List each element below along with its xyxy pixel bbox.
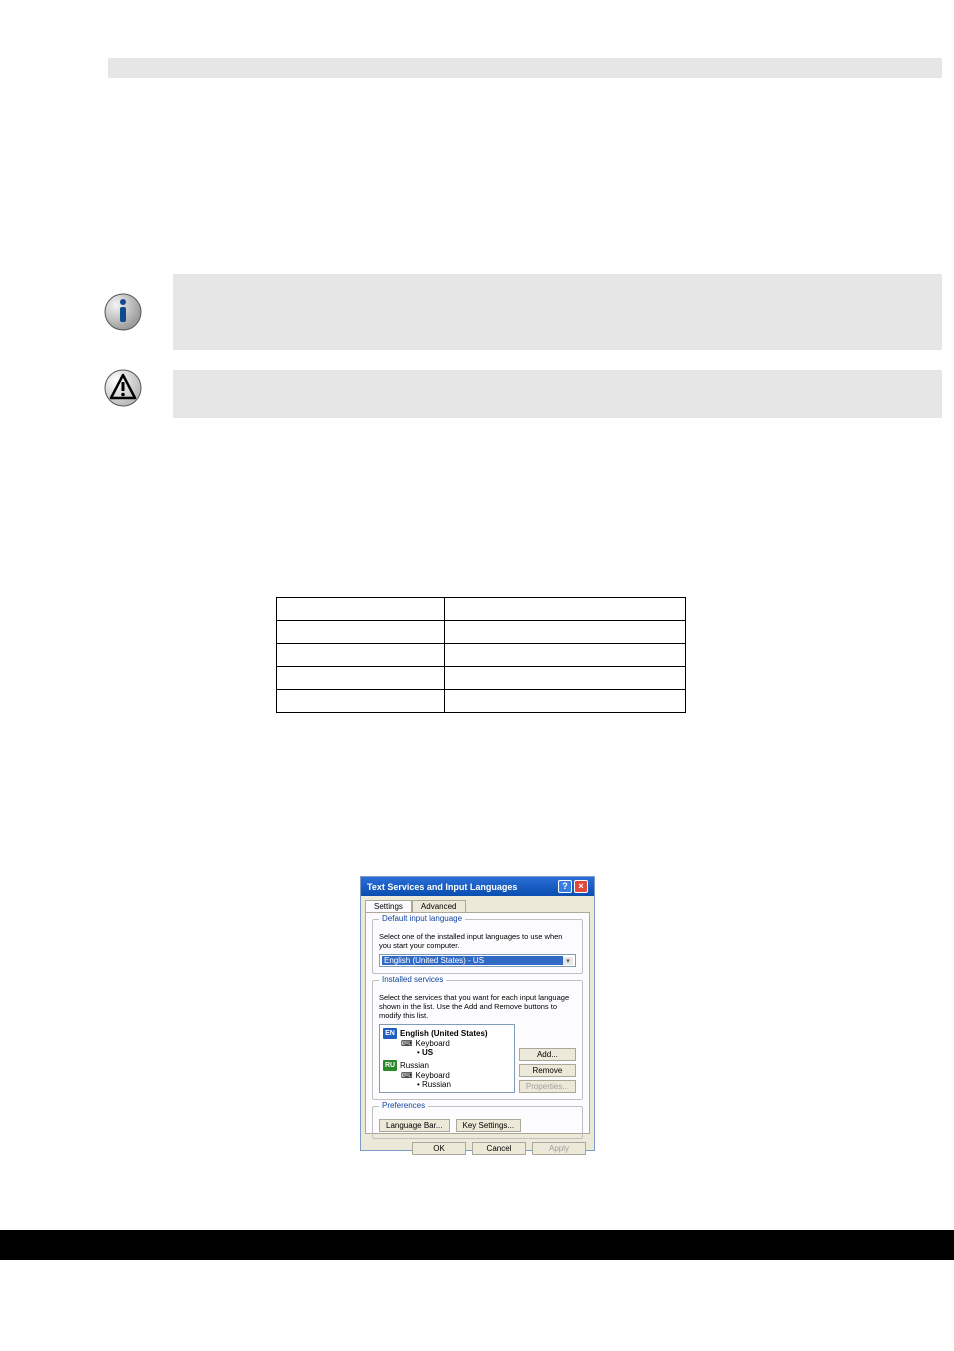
block-1: Touch the Reset to factory settings butt…: [150, 120, 930, 191]
title-buttons: ? ×: [558, 880, 588, 893]
lang-cell: Simplified Chinese: [445, 667, 686, 690]
remove-button[interactable]: Remove: [519, 1064, 576, 1077]
section-p1: The supplied HMI device is always delive…: [175, 513, 954, 529]
tree-lang-ru[interactable]: RU Russian: [383, 1060, 511, 1071]
footer-text: Trusted Computer Solutions — Confidentia…: [0, 1230, 231, 1244]
section-sub: Setting the operating system language, k…: [175, 481, 954, 495]
section-heading: Localizing the operating system (Windows…: [175, 450, 954, 471]
lang-cell: Japanese: [445, 621, 686, 644]
language-bar-button[interactable]: Language Bar...: [379, 1119, 450, 1132]
group-preferences-title: Preferences: [379, 1101, 428, 1110]
block-2-list: Wait for the device to restart.: [150, 232, 930, 248]
tabs: Settings Advanced: [365, 900, 594, 912]
dialog-bottom-buttons: OK Cancel Apply: [361, 1138, 594, 1159]
tab-settings[interactable]: Settings: [365, 900, 412, 912]
page: Security and operation Touch the Reset t…: [0, 0, 954, 60]
text-services-dialog: Text Services and Input Languages ? × Se…: [360, 876, 595, 1151]
step-1: Open the Control Panel and select Region…: [150, 757, 670, 773]
warning-box: The administrator password is not reset.…: [173, 370, 942, 418]
header-band: Security and operation: [108, 58, 942, 78]
lang-cell: Spanish: [277, 644, 445, 667]
bullet-reset-factory: Touch the Reset to factory settings butt…: [150, 120, 930, 136]
tree-en-layout[interactable]: • US: [417, 1048, 511, 1057]
tree-ru-keyboard[interactable]: Keyboard: [401, 1071, 511, 1080]
lang-cell: Traditional Chinese: [445, 690, 686, 713]
info-item-2: The current calibration data is retained…: [195, 322, 930, 338]
add-button[interactable]: Add...: [519, 1048, 576, 1061]
side-buttons: Add... Remove Properties...: [519, 1024, 576, 1093]
group-installed-services-title: Installed services: [379, 975, 446, 984]
group-installed-services-desc: Select the services that you want for ea…: [379, 993, 576, 1020]
chevron-down-icon: ▾: [563, 957, 573, 965]
info-icon: [103, 292, 143, 332]
tree-ru-layout[interactable]: • Russian: [417, 1080, 511, 1089]
lang-cell: Korean: [445, 644, 686, 667]
ok-button[interactable]: OK: [412, 1142, 466, 1155]
block-2: Wait for the device to restart.: [150, 232, 930, 254]
bullet-wait-restart: Wait for the device to restart.: [150, 232, 930, 248]
lang-cell: Italian: [277, 667, 445, 690]
section-heading-wrap: Localizing the operating system (Windows…: [175, 450, 954, 557]
en-badge-icon: EN: [383, 1028, 397, 1039]
warning-icon: [103, 368, 143, 408]
group-installed-services: Installed services Select the services t…: [372, 980, 583, 1100]
section-p2-lead: You can also set up the following langua…: [175, 543, 954, 557]
services-tree[interactable]: EN English (United States) Keyboard • US…: [379, 1024, 515, 1093]
help-button[interactable]: ?: [558, 880, 572, 893]
procedure-heading-wrap: Procedure - Setting up additional keyboa…: [108, 732, 423, 747]
warning-text: The administrator password is not reset.…: [185, 380, 877, 408]
info-box-lead: Note the following results:: [195, 282, 930, 296]
properties-button[interactable]: Properties...: [519, 1080, 576, 1093]
dialog-titlebar[interactable]: Text Services and Input Languages ? ×: [361, 877, 594, 896]
tree-lang-ru-label: Russian: [400, 1061, 429, 1070]
dialog-title: Text Services and Input Languages: [367, 882, 517, 892]
services-box: EN English (United States) Keyboard • US…: [379, 1024, 576, 1093]
group-default-language-desc: Select one of the installed input langua…: [379, 932, 576, 950]
default-language-selected: English (United States) - US: [382, 956, 563, 965]
bullet-confirm-ok: Then touch the OK button to confirm the …: [150, 142, 930, 158]
section-number: 4.4: [108, 450, 133, 471]
cancel-button[interactable]: Cancel: [472, 1142, 526, 1155]
group-default-language: Default input language Select one of the…: [372, 919, 583, 974]
table-row: French Japanese: [277, 621, 686, 644]
tree-en-keyboard[interactable]: Keyboard: [401, 1039, 511, 1048]
procedure-steps: Open the Control Panel and select Region…: [150, 757, 670, 846]
lang-cell: German: [277, 598, 445, 621]
info-box-list: The device parameters are reset to the f…: [195, 302, 930, 338]
note-restart: After the factory settings are restored,…: [154, 174, 930, 190]
tree-lang-en-label: English (United States): [400, 1029, 488, 1038]
step-4: Afterwards you can change the keyboard w…: [150, 824, 670, 840]
tree-lang-en[interactable]: EN English (United States): [383, 1028, 511, 1039]
group-default-language-title: Default input language: [379, 914, 465, 923]
close-button[interactable]: ×: [574, 880, 588, 893]
table-row: German Russian: [277, 598, 686, 621]
tab-advanced[interactable]: Advanced: [412, 900, 466, 912]
info-box: Note the following results: The device p…: [173, 274, 942, 350]
lang-cell: Russian: [445, 598, 686, 621]
tab-body: Default input language Select one of the…: [365, 912, 590, 1134]
lang-cell: French: [277, 621, 445, 644]
ru-badge-icon: RU: [383, 1060, 397, 1071]
default-language-combo[interactable]: English (United States) - US ▾: [379, 954, 576, 967]
header-band-text: Security and operation: [108, 58, 228, 72]
footer-band: Trusted Computer Solutions — Confidentia…: [0, 1230, 954, 1260]
apply-button[interactable]: Apply: [532, 1142, 586, 1155]
language-table: German Russian French Japanese Spanish K…: [276, 597, 686, 713]
procedure-heading: Procedure - Setting up additional keyboa…: [108, 732, 423, 747]
info-item-1: The device parameters are reset to the f…: [195, 302, 930, 318]
group-preferences: Preferences Language Bar... Key Settings…: [372, 1106, 583, 1139]
block-1-list: Touch the Reset to factory settings butt…: [150, 120, 930, 158]
key-settings-button[interactable]: Key Settings...: [456, 1119, 522, 1132]
lang-cell: Portuguese: [277, 690, 445, 713]
table-row: Italian Simplified Chinese: [277, 667, 686, 690]
prefs-row: Language Bar... Key Settings...: [379, 1119, 576, 1132]
table-row: Spanish Korean: [277, 644, 686, 667]
step-3: Under Add, select the keyboard you want …: [150, 801, 670, 817]
step-2: You now add the required keyboard(s) und…: [150, 779, 670, 795]
table-row: Portuguese Traditional Chinese: [277, 690, 686, 713]
